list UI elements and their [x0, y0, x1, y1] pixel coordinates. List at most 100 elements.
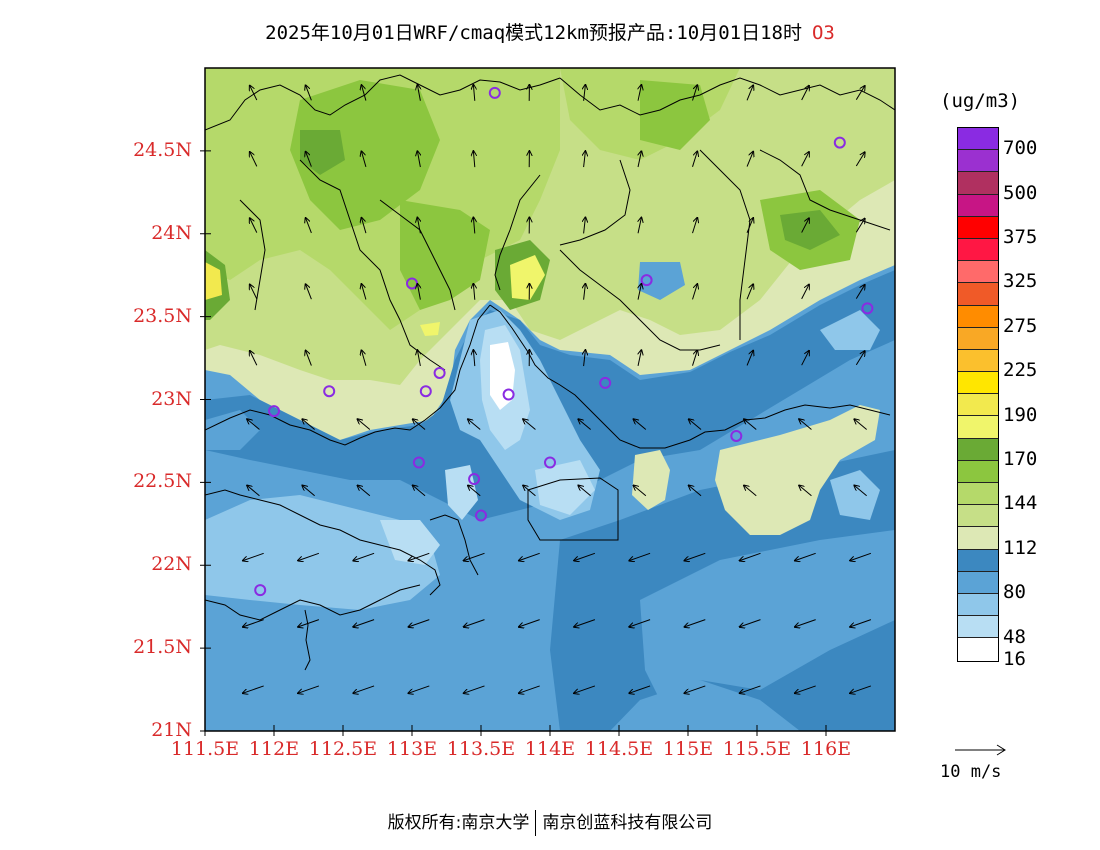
- wind-arrow-icon: [740, 552, 761, 560]
- x-axis-labels: 111.5E 112E 112.5E 113E 113.5E 114E 114.5E 115E…: [0, 738, 900, 764]
- wind-arrow-icon: [473, 217, 474, 234]
- legend-label: 16: [1003, 647, 1026, 670]
- wind-arrow-icon: [250, 152, 258, 167]
- wind-arrow-icon: [417, 350, 420, 367]
- wind-arrow-icon: [361, 284, 367, 300]
- legend-label: 170: [1003, 448, 1038, 470]
- wind-arrow-icon: [306, 152, 312, 167]
- wind-arrow-icon: [850, 619, 872, 627]
- x-tick-label: 114E: [524, 738, 576, 760]
- wind-arrow-icon: [801, 351, 809, 366]
- y-tick-label: 23N: [151, 387, 192, 410]
- legend-swatch: [958, 216, 998, 239]
- wind-arrow-icon: [302, 419, 315, 430]
- wind-arrow-icon: [795, 552, 816, 560]
- wind-arrow-icon: [855, 152, 864, 167]
- wind-arrow-icon: [692, 284, 698, 300]
- monitoring-site-marker: [323, 385, 336, 398]
- wind-reference-arrow-icon: [955, 744, 1006, 756]
- y-tick-label: 21.5N: [133, 636, 192, 659]
- copyright-left: 版权所有:南京大学: [387, 813, 530, 833]
- wind-arrow-icon: [361, 85, 367, 101]
- legend-label: 375: [1003, 226, 1038, 248]
- legend-swatch: [958, 327, 998, 350]
- wind-arrow-icon: [361, 218, 367, 234]
- wind-arrow-icon: [250, 86, 258, 101]
- axis-ticks: [200, 150, 827, 736]
- legend-swatch: [958, 460, 998, 483]
- wind-arrow-icon: [417, 284, 420, 300]
- wind-arrow-icon: [744, 486, 757, 497]
- legend-swatch: [958, 194, 998, 217]
- wind-arrow-icon: [629, 685, 651, 693]
- wind-arrow-icon: [685, 619, 706, 627]
- legend-label: 275: [1003, 314, 1038, 337]
- legend-swatch: [958, 571, 998, 594]
- wind-arrow-icon: [634, 486, 647, 497]
- wind-arrow-icon: [464, 552, 485, 560]
- legend-swatch: [958, 283, 998, 306]
- monitoring-site-marker: [268, 405, 280, 418]
- wind-arrow-icon: [473, 350, 474, 367]
- monitoring-site-marker: [730, 429, 743, 442]
- legend-unit: (ug/m3): [940, 90, 1021, 112]
- boundaries: [205, 74, 895, 671]
- wind-arrow-icon: [574, 685, 596, 693]
- legend-swatch: [958, 372, 998, 395]
- title-text: 2025年10月01日WRF/cmaq模式12km预报产品:10月01日18时: [265, 22, 802, 44]
- x-tick-label: 115E: [662, 738, 714, 760]
- wind-arrow-icon: [578, 486, 591, 497]
- wind-arrow-icon: [298, 552, 320, 560]
- y-tick-label: 22N: [151, 553, 192, 576]
- wind-arrow-icon: [584, 85, 586, 101]
- wind-arrow-icon: [468, 419, 481, 430]
- monitoring-site-marker: [599, 376, 612, 389]
- y-tick-label: 21N: [151, 719, 192, 741]
- legend-label: 225: [1003, 359, 1038, 382]
- legend-swatch: [958, 527, 998, 550]
- monitoring-site-marker: [640, 274, 653, 287]
- wind-vectors: [243, 85, 872, 693]
- wind-arrow-icon: [298, 619, 320, 627]
- wind-arrow-icon: [685, 552, 706, 560]
- wind-arrow-icon: [692, 350, 698, 366]
- legend-label: 700: [1003, 137, 1038, 160]
- wind-arrow-icon: [629, 619, 651, 627]
- x-tick-label: 113.5E: [446, 738, 516, 760]
- monitoring-sites: [254, 86, 874, 597]
- legend-swatch: [958, 416, 998, 439]
- wind-arrow-icon: [243, 685, 264, 693]
- wind-arrow-icon: [358, 486, 371, 497]
- legend-label: 144: [1003, 492, 1038, 515]
- x-tick-label: 115.5E: [722, 738, 792, 760]
- wind-arrow-icon: [795, 619, 816, 627]
- wind-arrow-icon: [801, 86, 809, 101]
- wind-arrow-icon: [584, 284, 586, 300]
- wind-arrow-icon: [629, 552, 651, 560]
- legend-label: 325: [1003, 270, 1038, 293]
- monitoring-site-marker: [433, 366, 446, 379]
- monitoring-site-marker: [502, 388, 515, 401]
- legend-label: 48: [1003, 625, 1026, 648]
- wind-arrow-icon: [634, 419, 647, 430]
- wind-arrow-icon: [855, 351, 864, 366]
- legend-swatch: [958, 394, 998, 417]
- wind-arrow-icon: [523, 486, 536, 497]
- wind-arrow-icon: [473, 151, 474, 168]
- legend-swatch: [958, 150, 998, 173]
- wind-arrow-icon: [361, 350, 367, 366]
- wind-arrow-icon: [302, 486, 315, 497]
- wind-arrow-icon: [519, 552, 540, 560]
- legend-swatch: [958, 616, 998, 639]
- wind-arrow-icon: [298, 685, 320, 693]
- wind-arrow-icon: [464, 685, 485, 693]
- legend-label: 80: [1003, 581, 1026, 604]
- wind-arrow-icon: [692, 85, 698, 101]
- wind-arrow-icon: [638, 218, 641, 234]
- monitoring-site-marker: [861, 302, 874, 315]
- wind-arrow-icon: [409, 552, 430, 560]
- wind-arrow-icon: [417, 151, 420, 168]
- x-tick-label: 114.5E: [584, 738, 654, 760]
- wind-arrow-icon: [795, 685, 816, 693]
- wind-arrow-icon: [243, 552, 264, 560]
